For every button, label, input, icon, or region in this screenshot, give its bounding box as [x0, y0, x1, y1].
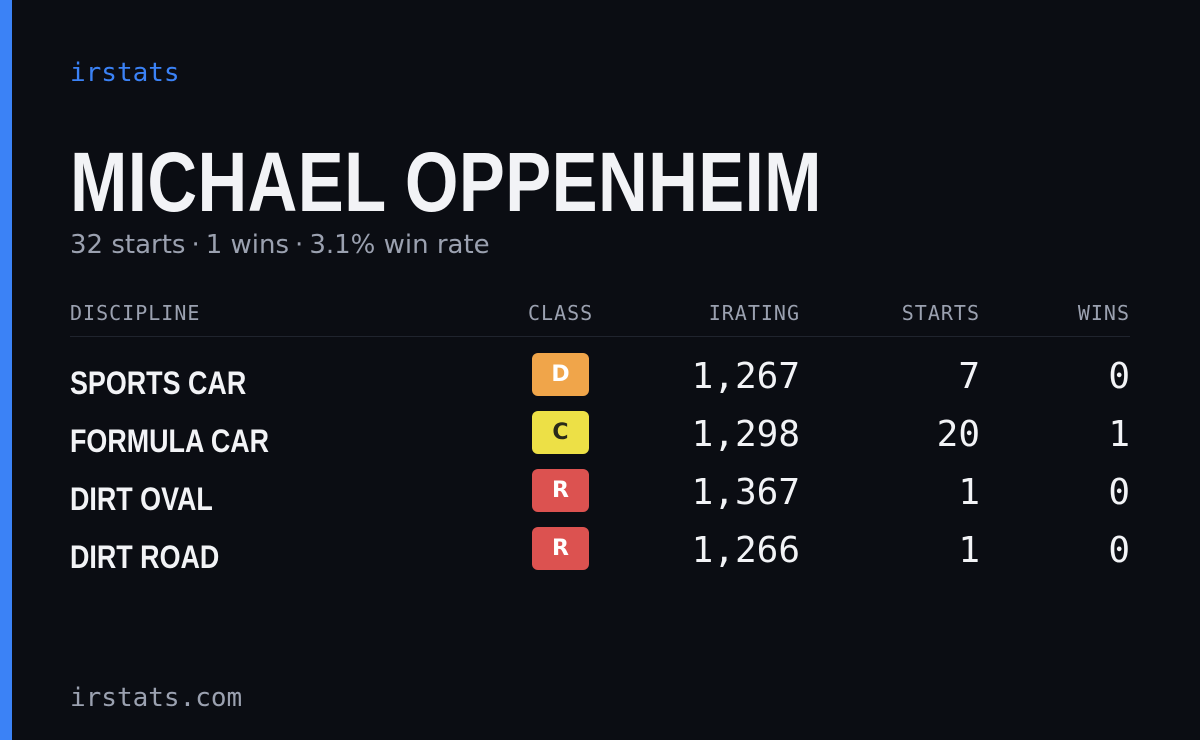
separator-dot: · [191, 230, 200, 260]
discipline-name: SPORTS CAR [70, 365, 247, 401]
license-class-badge: D [532, 353, 589, 396]
discipline-name: DIRT OVAL [70, 481, 213, 517]
irating-value: 1,267 [691, 356, 800, 397]
starts-value: 1 [958, 472, 980, 513]
table-header: DISCIPLINE CLASS IRATING STARTS WINS [70, 296, 1130, 337]
table-row: DIRT OVAL R 1,367 1 0 [70, 469, 1130, 527]
table-row: FORMULA CAR C 1,298 20 1 [70, 411, 1130, 469]
win-rate-summary: 3.1% win rate [309, 230, 490, 260]
license-class-badge: R [532, 469, 589, 512]
separator-dot: · [295, 230, 304, 260]
player-name: MICHAEL OPPENHEIM [70, 135, 822, 229]
discipline-name: FORMULA CAR [70, 423, 270, 459]
header-discipline: DISCIPLINE [70, 301, 201, 325]
discipline-stats-table: DISCIPLINE CLASS IRATING STARTS WINS SPO… [70, 296, 1130, 585]
accent-bar [0, 0, 12, 740]
table-row: SPORTS CAR D 1,267 7 0 [70, 353, 1130, 411]
wins-summary: 1 wins [205, 230, 290, 260]
irating-value: 1,298 [691, 414, 800, 455]
wins-value: 1 [1108, 414, 1130, 455]
starts-value: 1 [958, 530, 980, 571]
starts-summary: 32 starts [70, 230, 186, 260]
wins-value: 0 [1108, 530, 1130, 571]
brand-logo: irstats [70, 58, 180, 88]
header-class: CLASS [528, 301, 594, 325]
license-class-badge: C [532, 411, 589, 454]
starts-value: 7 [958, 356, 980, 397]
license-class-badge: R [532, 527, 589, 570]
wins-value: 0 [1108, 356, 1130, 397]
header-irating: IRATING [708, 301, 800, 325]
table-body: SPORTS CAR D 1,267 7 0 FORMULA CAR C 1,2… [70, 337, 1130, 585]
discipline-name: DIRT ROAD [70, 539, 220, 575]
header-wins: WINS [1077, 301, 1130, 325]
header-starts: STARTS [901, 301, 980, 325]
irating-value: 1,266 [691, 530, 800, 571]
starts-value: 20 [936, 414, 980, 455]
player-summary: 32 starts · 1 wins · 3.1% win rate [70, 228, 490, 262]
irating-value: 1,367 [691, 472, 800, 513]
footer-url: irstats.com [70, 683, 243, 713]
table-row: DIRT ROAD R 1,266 1 0 [70, 527, 1130, 585]
wins-value: 0 [1108, 472, 1130, 513]
